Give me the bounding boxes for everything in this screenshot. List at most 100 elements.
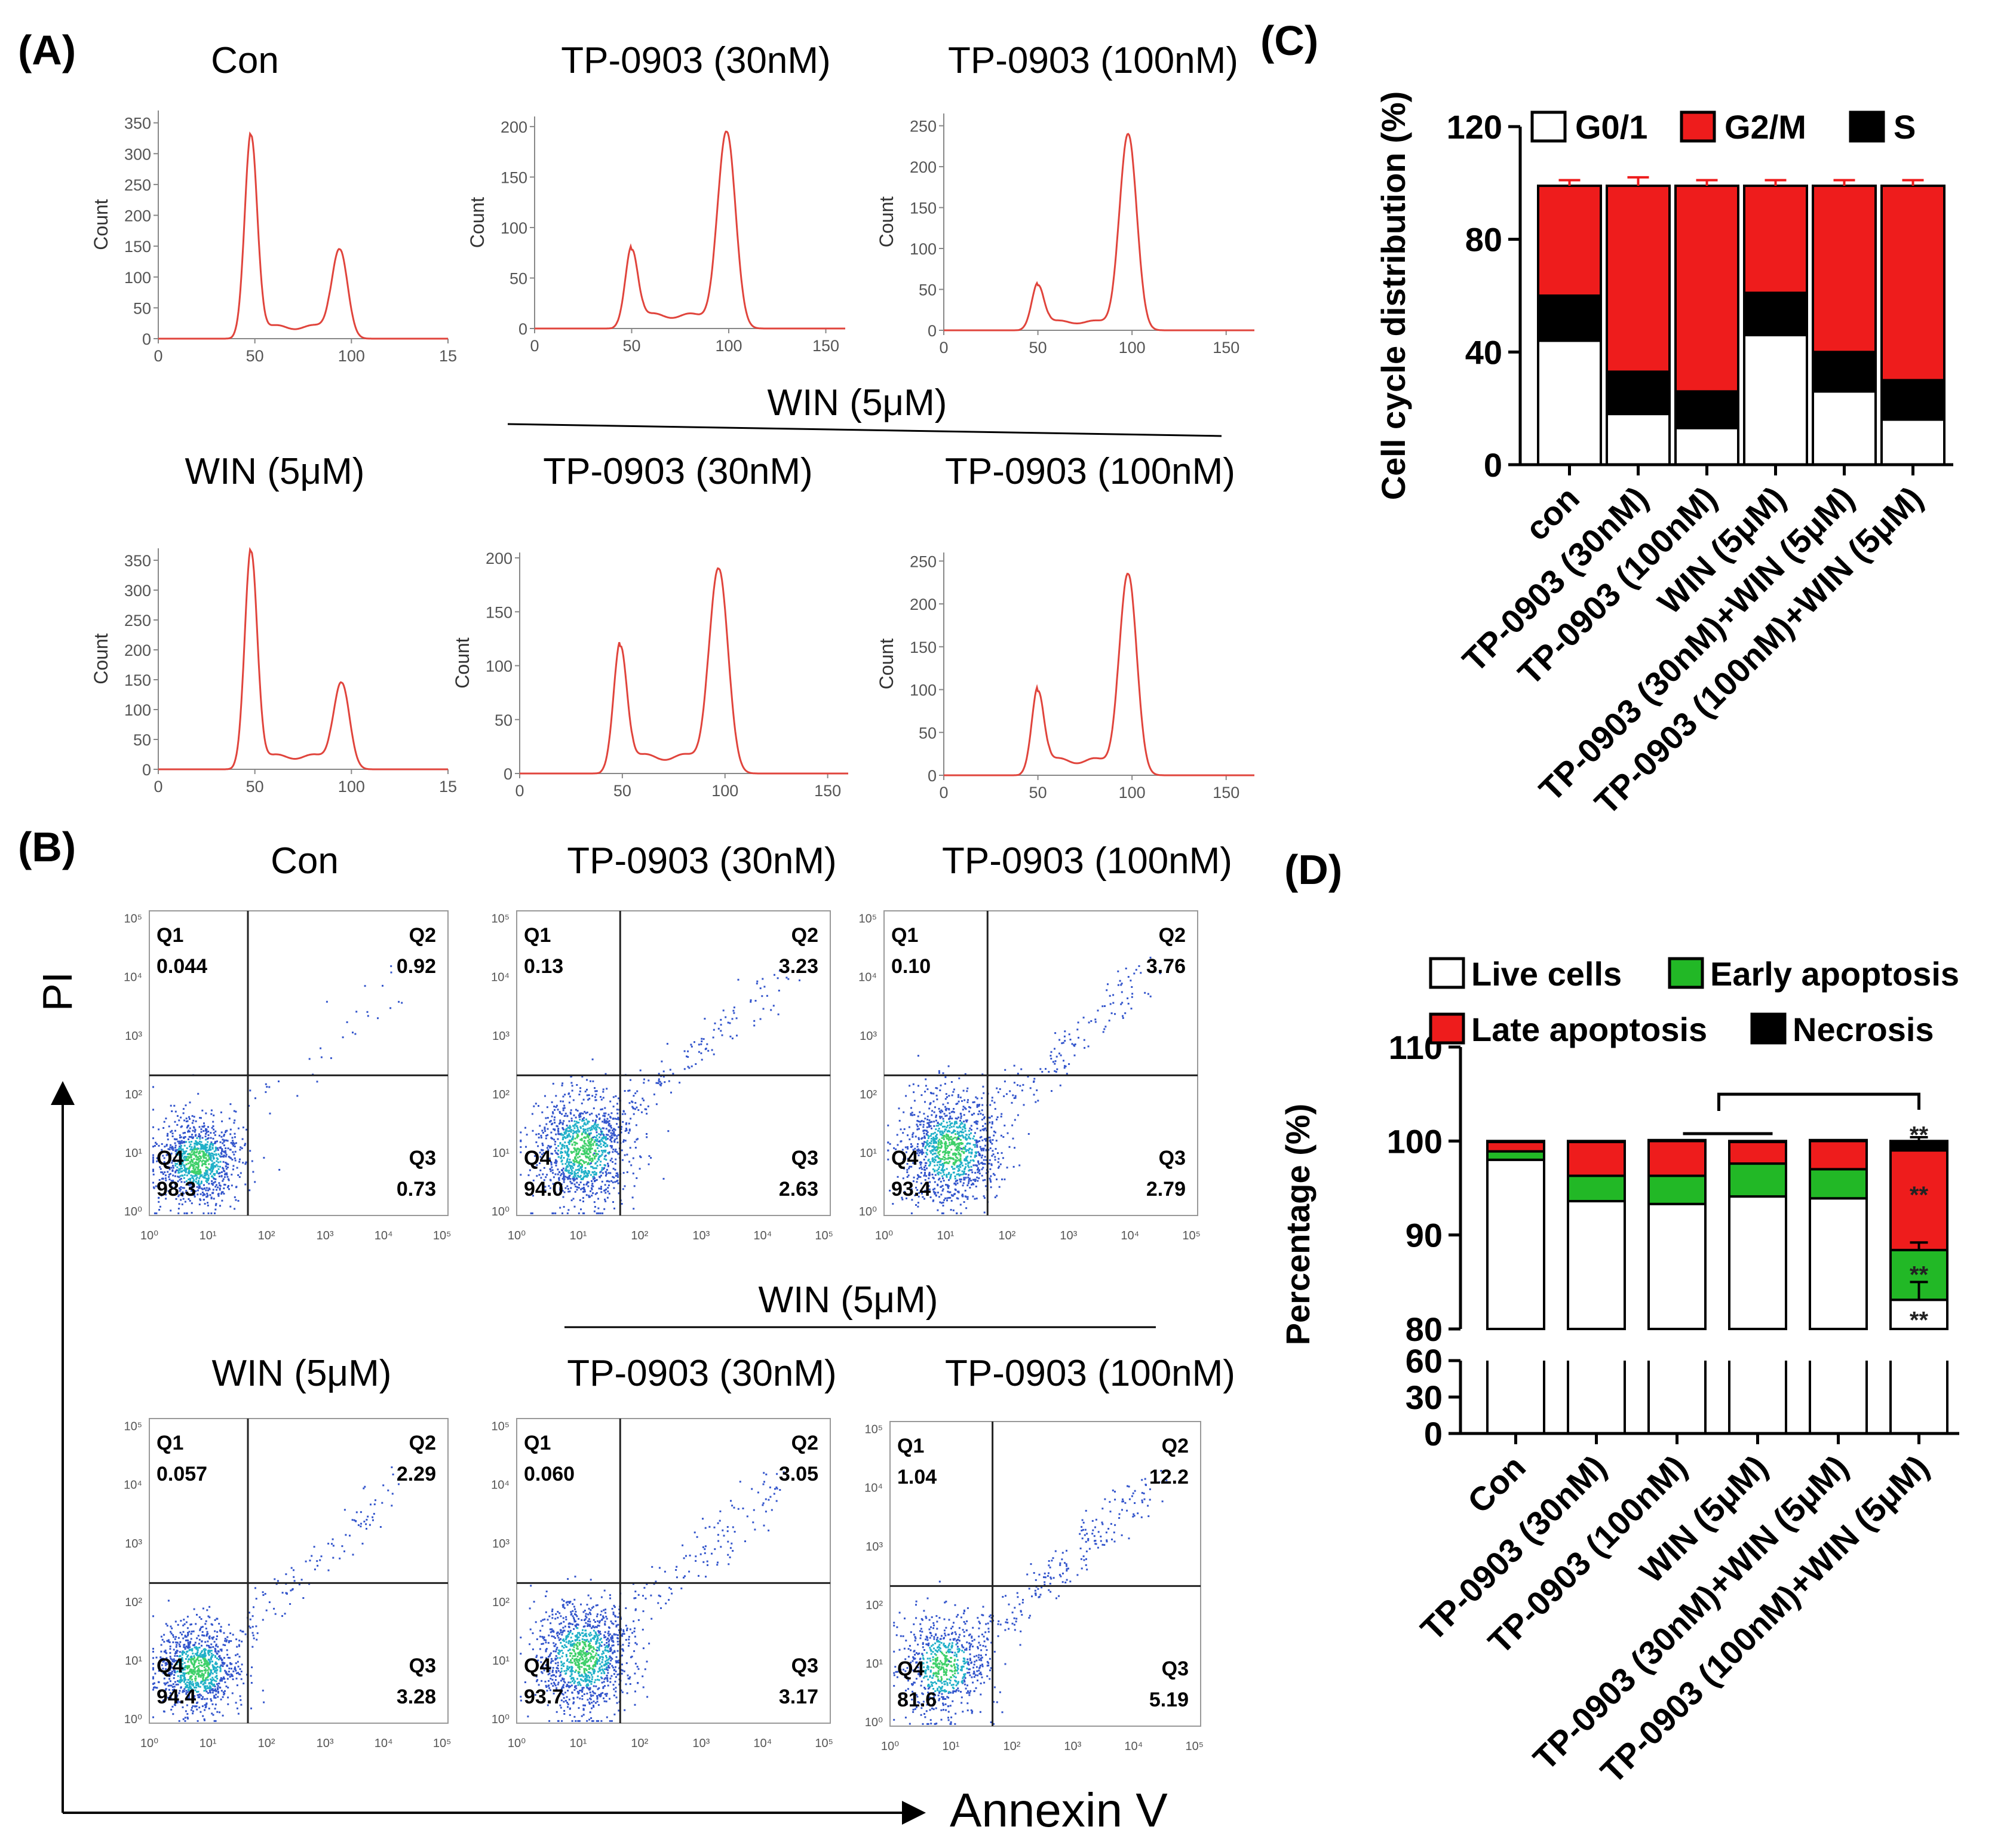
event-dot	[568, 1169, 570, 1172]
event-dot	[211, 1126, 213, 1129]
event-dot	[1017, 1114, 1019, 1116]
event-dot	[194, 1653, 197, 1655]
event-dot	[1114, 1013, 1116, 1015]
event-dot	[931, 1153, 934, 1156]
event-dot	[202, 1677, 204, 1678]
event-dot	[570, 1161, 572, 1164]
event-dot	[188, 1690, 190, 1692]
event-dot	[204, 1680, 207, 1682]
event-dot	[200, 1711, 202, 1713]
event-dot	[921, 1168, 923, 1170]
event-dot	[194, 1687, 195, 1689]
event-dot	[200, 1626, 202, 1628]
event-dot	[978, 1140, 981, 1142]
event-dot	[952, 1137, 955, 1140]
event-dot	[702, 1038, 705, 1040]
event-dot	[176, 1698, 178, 1700]
event-dot	[956, 1126, 958, 1128]
event-dot	[698, 1051, 700, 1053]
event-dot	[1082, 1017, 1085, 1019]
event-dot	[196, 1166, 198, 1169]
event-dot	[180, 1660, 183, 1662]
event-dot	[658, 1080, 660, 1082]
event-dot	[220, 1698, 222, 1700]
event-dot	[239, 1158, 241, 1161]
event-dot	[161, 1657, 163, 1660]
event-dot	[208, 1674, 211, 1677]
event-dot	[198, 1638, 201, 1641]
event-dot	[943, 1120, 945, 1122]
event-dot	[622, 1139, 625, 1141]
event-dot	[587, 1129, 589, 1132]
event-dot	[197, 1158, 200, 1160]
event-dot	[1106, 989, 1108, 991]
event-dot	[618, 1118, 620, 1121]
event-dot	[555, 1147, 557, 1149]
quadrant-q3-name: Q3	[791, 1147, 818, 1169]
event-dot	[298, 1583, 300, 1586]
event-dot	[602, 1212, 604, 1214]
event-dot	[171, 1160, 174, 1162]
y-tick-label: 100	[124, 269, 151, 287]
event-dot	[289, 1603, 291, 1605]
event-dot	[606, 1680, 609, 1683]
event-dot	[317, 1564, 319, 1567]
quadrant-q3-name: Q3	[409, 1147, 436, 1169]
event-dot	[612, 1106, 615, 1108]
event-dot	[171, 1659, 173, 1660]
y-axis-label: Count	[876, 197, 897, 248]
event-dot	[166, 1162, 168, 1165]
event-dot	[925, 1078, 927, 1080]
event-dot	[177, 1637, 180, 1639]
event-dot	[164, 1664, 167, 1666]
event-dot	[701, 1040, 703, 1042]
event-dot	[391, 1466, 393, 1469]
event-dot	[205, 1660, 208, 1662]
event-dot	[233, 1122, 235, 1124]
event-dot	[588, 1195, 590, 1197]
event-dot	[155, 1212, 158, 1214]
event-dot	[585, 1112, 587, 1115]
event-dot	[922, 1123, 925, 1126]
event-dot	[933, 1111, 935, 1113]
event-dot	[204, 1193, 206, 1196]
flow-plot-title: WIN (5μM)	[212, 1353, 392, 1394]
event-dot	[1122, 1017, 1124, 1019]
event-dot	[191, 1212, 193, 1214]
event-dot	[268, 1086, 271, 1088]
event-dot	[214, 1688, 216, 1690]
event-dot	[207, 1175, 210, 1177]
event-dot	[937, 1209, 939, 1211]
event-dot	[219, 1172, 221, 1174]
event-dot	[398, 1483, 400, 1485]
event-dot	[163, 1157, 165, 1159]
event-dot	[983, 1116, 986, 1118]
panel-b-x-axis-label: Annexin V	[950, 1783, 1168, 1837]
event-dot	[582, 1125, 584, 1127]
event-dot	[547, 1128, 549, 1130]
event-dot	[965, 1157, 968, 1159]
event-dot	[364, 1485, 366, 1488]
event-dot	[594, 1139, 597, 1141]
event-dot	[971, 1171, 974, 1174]
event-dot	[582, 1150, 584, 1152]
event-dot	[1110, 1012, 1113, 1014]
event-dot	[220, 1152, 222, 1154]
event-dot	[958, 1100, 960, 1103]
event-dot	[612, 1149, 615, 1150]
event-dot	[249, 1618, 251, 1620]
event-dot	[202, 1176, 204, 1178]
event-dot	[194, 1670, 196, 1672]
event-dot	[997, 1161, 999, 1164]
event-dot	[228, 1179, 230, 1181]
event-dot	[183, 1623, 186, 1625]
event-dot	[211, 1677, 214, 1679]
event-dot	[947, 1152, 950, 1155]
event-dot	[666, 1043, 668, 1045]
event-dot	[970, 1165, 972, 1168]
event-dot	[586, 1175, 588, 1178]
event-dot	[583, 1123, 585, 1125]
event-dot	[209, 1650, 211, 1652]
event-dot	[587, 1174, 589, 1177]
event-dot	[197, 1665, 200, 1667]
